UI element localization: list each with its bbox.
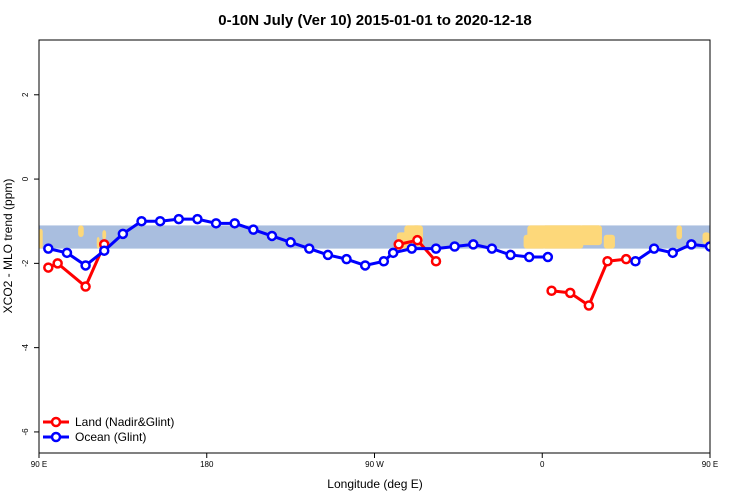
series-ocean-line — [47, 217, 548, 267]
series-ocean-point — [136, 215, 147, 227]
land-mass — [676, 225, 683, 240]
land-mass — [702, 232, 710, 244]
series-ocean — [43, 213, 750, 271]
series-ocean-point — [523, 251, 535, 263]
land-mass — [411, 225, 422, 235]
y-tick-label: 2 — [21, 92, 30, 97]
series-land-point — [583, 300, 595, 311]
series-ocean-point — [210, 218, 222, 229]
series-land-point — [393, 239, 404, 250]
series-land-point — [546, 285, 557, 296]
y-axis: 2 0 -2 -4 -6 — [21, 92, 39, 435]
series-ocean-point — [98, 245, 110, 256]
series-ocean-point — [449, 241, 460, 252]
series-land-point — [430, 256, 442, 267]
x-axis-label: Longitude (deg E) — [327, 477, 422, 491]
series-land-point — [412, 234, 423, 246]
land-mass — [96, 237, 100, 249]
series-land-point — [725, 259, 733, 267]
y-axis-label: XCO2 - MLO trend (ppm) — [1, 179, 15, 314]
land-mass — [542, 225, 584, 249]
land-mass — [78, 225, 84, 238]
series-ocean-point — [430, 243, 442, 254]
x-tick-label: 90 W — [365, 460, 384, 469]
series-ocean-point — [229, 218, 240, 229]
x-tick-label: 90 E — [31, 460, 47, 469]
legend-land-marker — [50, 416, 62, 428]
series-ocean-point — [61, 247, 73, 259]
series-ocean-point — [80, 260, 91, 271]
series-ocean-point — [173, 213, 185, 225]
series-ocean-point — [248, 224, 259, 235]
y-tick-label: -4 — [21, 344, 30, 352]
legend-land-label: Land (Nadir&Glint) — [75, 415, 174, 429]
series-ocean-point — [266, 230, 278, 242]
land-mass — [102, 230, 107, 240]
series-land-point — [620, 253, 632, 265]
series-ocean-point — [667, 247, 678, 259]
series-land-point — [80, 281, 91, 292]
series-ocean-point — [630, 256, 641, 267]
series-ocean-point — [542, 251, 554, 263]
series-ocean-point — [378, 256, 390, 267]
series-ocean-point — [154, 215, 166, 227]
y-tick-label: 0 — [21, 176, 30, 181]
series-ocean-point — [304, 243, 315, 254]
series-land-point — [564, 287, 576, 299]
series-ocean-point — [648, 243, 660, 254]
legend: Land (Nadir&Glint) Ocean (Glint) — [43, 415, 174, 444]
x-tick-label: 90 E — [702, 460, 718, 469]
series-ocean-point — [725, 245, 733, 253]
legend-ocean-label: Ocean (Glint) — [75, 430, 146, 444]
x-tick-label: 180 — [200, 460, 214, 469]
series-ocean-point — [192, 213, 203, 225]
series-ocean-point — [505, 249, 516, 261]
series-ocean-point — [406, 243, 418, 254]
series-ocean-point — [322, 249, 334, 261]
series-ocean-point — [486, 243, 498, 254]
series-ocean-point — [743, 249, 750, 257]
land-mass — [579, 225, 602, 242]
land-mass — [723, 230, 727, 246]
series-land-point — [602, 256, 613, 267]
series-ocean-point — [117, 228, 129, 240]
series-ocean-point — [285, 237, 296, 248]
series-land-point — [715, 264, 723, 272]
series-land-point — [52, 258, 63, 269]
series-layer — [43, 213, 750, 311]
land-mass — [603, 234, 615, 249]
series-ocean-point — [387, 247, 399, 259]
x-tick-label: 0 — [540, 460, 545, 469]
series-land-point — [43, 262, 54, 273]
series-land-line — [719, 244, 750, 286]
series-ocean-line — [729, 219, 750, 265]
y-tick-label: -6 — [21, 428, 30, 436]
series-ocean-point — [468, 239, 479, 250]
series-ocean-point — [359, 260, 371, 271]
series-ocean-point — [43, 243, 54, 254]
series-ocean-point — [686, 239, 697, 250]
chart-title: 0-10N July (Ver 10) 2015-01-01 to 2020-1… — [218, 12, 532, 29]
series-ocean-point — [704, 241, 710, 252]
legend-ocean-marker — [50, 431, 62, 443]
land-mass — [39, 228, 43, 249]
y-tick-label: -2 — [21, 259, 30, 267]
series-ocean-point — [341, 253, 352, 265]
series-land-line — [551, 257, 627, 307]
x-axis: 90 E 180 90 W 0 90 E — [31, 453, 718, 469]
